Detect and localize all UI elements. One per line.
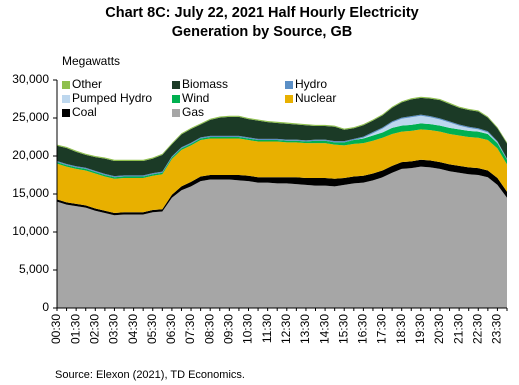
y-tick-label: 0	[42, 300, 49, 314]
area	[57, 97, 507, 177]
legend-label: Coal	[72, 105, 97, 119]
x-tick-label: 08:30	[202, 314, 216, 344]
x-tick-label: 20:30	[432, 314, 446, 344]
x-tick-label: 00:30	[49, 314, 63, 344]
x-tick-label: 21:30	[451, 314, 465, 344]
x-tick-label: 04:30	[126, 314, 140, 344]
legend-label: Biomass	[182, 77, 228, 91]
x-tick-label: 12:30	[279, 314, 293, 344]
legend-swatch	[62, 95, 70, 103]
legend-label: Hydro	[295, 77, 327, 91]
y-tick-label: 30,000	[12, 72, 49, 86]
x-tick-label: 06:30	[164, 314, 178, 344]
x-tick-label: 19:30	[413, 314, 427, 344]
x-tick-label: 03:30	[107, 314, 121, 344]
y-tick-label: 5,000	[19, 262, 49, 276]
area	[57, 166, 507, 308]
legend-swatch	[172, 81, 180, 89]
x-tick-label: 11:30	[260, 314, 274, 343]
legend-swatch	[285, 81, 293, 89]
x-tick-label: 02:30	[87, 314, 101, 344]
source-note: Source: Elexon (2021), TD Economics.	[55, 369, 245, 381]
y-axis-label: Megawatts	[62, 54, 120, 68]
legend-label: Other	[72, 77, 102, 91]
x-tick-label: 17:30	[375, 314, 389, 344]
legend-swatch	[285, 95, 293, 103]
y-tick-label: 15,000	[12, 186, 49, 200]
x-tick-label: 05:30	[145, 314, 159, 344]
legend-swatch	[172, 109, 180, 117]
x-tick-label: 13:30	[298, 314, 312, 344]
x-tick-label: 01:30	[68, 314, 82, 344]
legend-swatch	[62, 109, 70, 117]
areas	[57, 96, 507, 308]
x-tick-label: 14:30	[317, 314, 331, 344]
x-tick-label: 18:30	[394, 314, 408, 344]
legend-label: Pumped Hydro	[72, 91, 152, 105]
y-tick-label: 25,000	[12, 110, 49, 124]
x-tick-label: 22:30	[470, 314, 484, 344]
chart-title: Chart 8C: July 22, 2021 Half Hourly Elec…	[105, 5, 419, 40]
x-tick-label: 07:30	[183, 314, 197, 344]
legend-swatch	[62, 81, 70, 89]
legend-label: Gas	[182, 105, 204, 119]
legend-swatch	[172, 95, 180, 103]
x-tick-label: 16:30	[356, 314, 370, 344]
x-tick-label: 23:30	[490, 314, 504, 344]
legend-label: Wind	[182, 91, 209, 105]
legend-label: Nuclear	[295, 91, 336, 105]
x-tick-label: 10:30	[241, 314, 255, 344]
y-tick-label: 20,000	[12, 148, 49, 162]
area	[57, 129, 507, 213]
x-tick-label: 15:30	[336, 314, 350, 344]
y-tick-label: 10,000	[12, 224, 49, 238]
x-tick-label: 09:30	[222, 314, 236, 344]
